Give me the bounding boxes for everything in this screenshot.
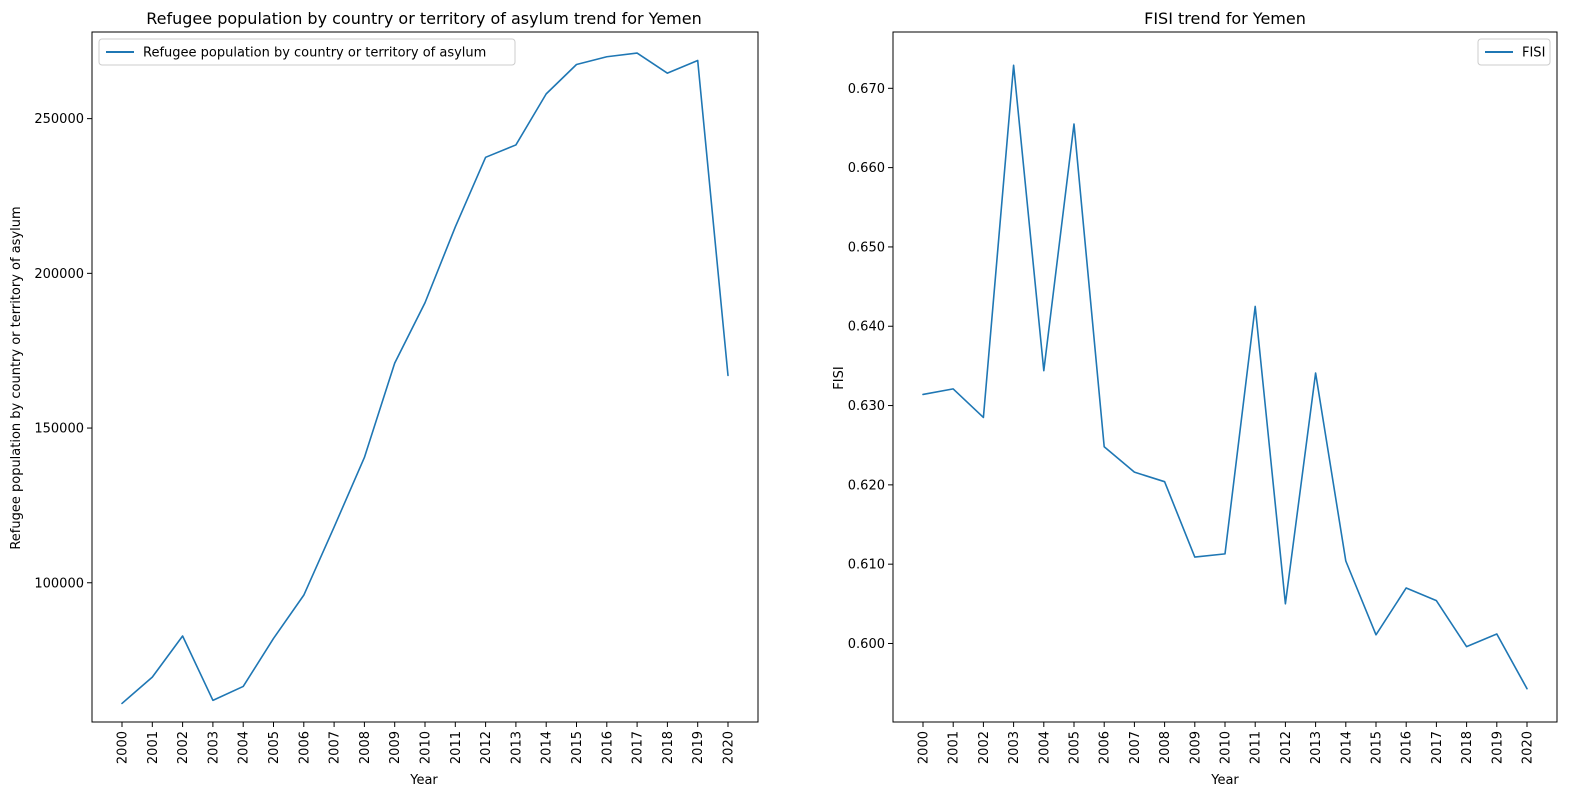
fisi-chart-xtick-label: 2003 <box>1007 731 1022 764</box>
refugee-legend-label: Refugee population by country or territo… <box>143 46 486 61</box>
fisi-chart-xtick-label: 2007 <box>1128 731 1143 764</box>
refugee-chart-ytick-label: 250000 <box>34 112 84 127</box>
fisi-chart-plot <box>922 64 1528 690</box>
refugee-chart-xtick-label: 2009 <box>388 731 403 764</box>
refugee-chart-ticks: 2000 2001 2002 2003 2004 2005 2006 2007 2008 2009… <box>34 112 736 764</box>
refugee-chart-frame <box>91 31 759 723</box>
fisi-chart-xtick-label: 2017 <box>1430 731 1445 764</box>
refugee-chart-title: Refugee population by country or territo… <box>146 9 702 28</box>
fisi-legend-box <box>1477 38 1551 66</box>
refugee-legend-box <box>98 38 516 66</box>
fisi-chart-xtick-label: 2011 <box>1249 731 1264 764</box>
refugee-chart-xtick-label: 2000 <box>116 731 131 764</box>
fisi-chart-ytick-label: 0.670 <box>848 82 885 97</box>
refugee-chart-ytick-label: 200000 <box>34 267 84 282</box>
refugee-chart-xtick-label: 2020 <box>722 731 737 764</box>
refugee-chart-xlabel: Year <box>409 773 438 788</box>
refugee-chart-xtick-label: 2007 <box>328 731 343 764</box>
fisi-chart-series-line <box>922 64 1528 690</box>
fisi-chart-ytick-label: 0.610 <box>848 558 885 573</box>
refugee-chart-ytick-label: 150000 <box>34 422 84 437</box>
fisi-chart-xtick-label: 2012 <box>1279 731 1294 764</box>
fisi-chart-xtick-label: 2016 <box>1400 731 1415 764</box>
fisi-chart-xtick-label: 2015 <box>1370 731 1385 764</box>
refugee-chart-xtick-label: 2015 <box>570 731 585 764</box>
fisi-chart-frame <box>892 31 1558 723</box>
refugee-chart-series-line <box>121 52 729 705</box>
refugee-chart-xtick-label: 2005 <box>267 731 282 764</box>
fisi-chart-xtick-label: 2006 <box>1098 731 1113 764</box>
fisi-chart-xtick-label: 2009 <box>1188 731 1203 764</box>
fisi-chart-xtick-label: 2010 <box>1219 731 1234 764</box>
refugee-chart-legend: Refugee population by country or territo… <box>98 38 516 66</box>
refugee-chart-xtick-label: 2012 <box>479 731 494 764</box>
refugee-chart-xtick-label: 2013 <box>509 731 524 764</box>
fisi-chart-xlabel: Year <box>1210 773 1239 788</box>
fisi-chart-xtick-label: 2001 <box>947 731 962 764</box>
refugee-chart-xtick-label: 2018 <box>661 731 676 764</box>
refugee-chart-xtick-label: 2014 <box>540 731 555 764</box>
refugee-chart-xtick-label: 2011 <box>449 731 464 764</box>
fisi-chart-xtick-label: 2002 <box>977 731 992 764</box>
fisi-chart-xtick-label: 2013 <box>1309 731 1324 764</box>
refugee-chart-xtick-label: 2017 <box>631 731 646 764</box>
refugee-chart-xtick-label: 2002 <box>176 731 191 764</box>
fisi-chart-ticks: 2000 2001 2002 2003 2004 2005 2006 2007 2008 2009… <box>848 82 1536 764</box>
refugee-chart-xtick-label: 2004 <box>237 731 252 764</box>
refugee-chart-xtick-label: 2016 <box>600 731 615 764</box>
refugee-chart-ytick-label: 100000 <box>34 576 84 591</box>
fisi-chart-title: FISI trend for Yemen <box>1144 9 1306 28</box>
refugee-chart-xtick-label: 2001 <box>146 731 161 764</box>
refugee-chart-xtick-label: 2008 <box>358 731 373 764</box>
fisi-chart-xtick-label: 2005 <box>1068 731 1083 764</box>
fisi-chart: FISI trend for Yemen Year FISI 2000 2001 2… <box>832 9 1558 788</box>
refugee-chart-plot <box>121 52 729 705</box>
fisi-chart-xtick-label: 2008 <box>1158 731 1173 764</box>
fisi-chart-ytick-label: 0.660 <box>848 161 885 176</box>
fisi-chart-ytick-label: 0.650 <box>848 240 885 255</box>
fisi-chart-ytick-label: 0.630 <box>848 399 885 414</box>
fisi-chart-ytick-label: 0.620 <box>848 478 885 493</box>
fisi-chart-xtick-label: 2014 <box>1339 731 1354 764</box>
fisi-chart-xtick-label: 2018 <box>1460 731 1475 764</box>
fisi-legend-label: FISI <box>1522 46 1545 61</box>
fisi-chart-ylabel: FISI <box>832 366 847 389</box>
refugee-chart-xtick-label: 2019 <box>691 731 706 764</box>
fisi-chart-xtick-label: 2019 <box>1490 731 1505 764</box>
fisi-chart-xtick-label: 2020 <box>1521 731 1536 764</box>
fisi-chart-ytick-label: 0.600 <box>848 637 885 652</box>
refugee-chart-xtick-label: 2010 <box>419 731 434 764</box>
fisi-chart-ytick-label: 0.640 <box>848 320 885 335</box>
refugee-chart: Refugee population by country or territo… <box>9 9 759 788</box>
fisi-chart-xtick-label: 2000 <box>917 731 932 764</box>
fisi-chart-legend: FISI <box>1477 38 1551 66</box>
refugee-chart-xtick-label: 2006 <box>297 731 312 764</box>
refugee-chart-ylabel: Refugee population by country or territo… <box>9 206 24 549</box>
refugee-chart-xtick-label: 2003 <box>206 731 221 764</box>
fisi-chart-xtick-label: 2004 <box>1037 731 1052 764</box>
